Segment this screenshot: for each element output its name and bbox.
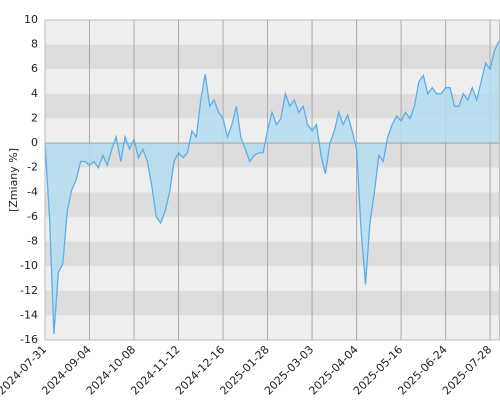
grid-band (45, 315, 500, 340)
grid-band (45, 266, 500, 291)
y-tick-label: -14 (20, 308, 38, 321)
y-tick-label: 10 (24, 13, 38, 26)
y-tick-label: -12 (20, 284, 38, 297)
y-tick-label: -16 (20, 333, 38, 346)
y-tick-label: 2 (31, 111, 38, 124)
grid-band (45, 44, 500, 70)
grid-band (45, 290, 500, 316)
y-axis-label: [Zmiany %] (7, 148, 20, 212)
y-tick-label: -10 (20, 259, 38, 272)
grid-band (45, 241, 500, 267)
y-tick-label: 8 (31, 38, 38, 51)
y-tick-label: 6 (31, 62, 38, 75)
y-tick-label: -4 (27, 185, 38, 198)
y-tick-label: -8 (27, 235, 38, 248)
grid-band (45, 167, 500, 193)
y-tick-label: 4 (31, 87, 38, 100)
y-tick-label: -2 (27, 161, 38, 174)
line (44, 40, 500, 334)
grid-band (45, 216, 500, 242)
grid-band (45, 192, 500, 217)
y-tick-label: -6 (27, 210, 38, 223)
grid-band (45, 20, 500, 45)
y-tick-label: 0 (31, 136, 38, 149)
